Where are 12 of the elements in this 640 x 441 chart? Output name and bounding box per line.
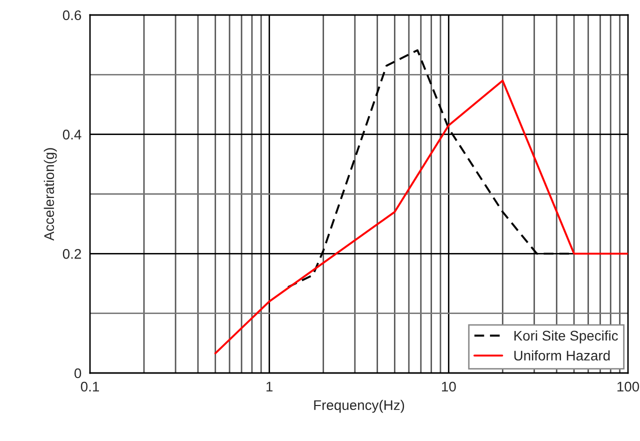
legend-label: Kori Site Specific [514,330,618,344]
y-tick-label: 0.6 [62,10,82,20]
x-tick-label: 10 [442,382,456,392]
x-tick-label: 1 [266,382,273,392]
y-tick-label: 0.2 [62,249,81,259]
y-tick-label: 0 [74,368,82,378]
legend-label: Uniform Hazard [514,350,610,361]
x-tick-label: 0.1 [80,382,99,392]
y-tick-label: 0.4 [62,130,82,140]
x-tick-label: 100 [617,382,640,392]
x-axis-title: Frequency(Hz) [314,400,404,413]
y-axis-title: Acceleration(g) [44,148,57,241]
